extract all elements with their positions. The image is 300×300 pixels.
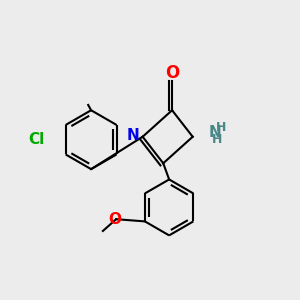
Text: N: N <box>127 128 140 143</box>
Text: O: O <box>108 212 121 227</box>
Text: O: O <box>165 64 179 82</box>
Text: H: H <box>212 133 222 146</box>
Text: N: N <box>208 125 221 140</box>
Text: Cl: Cl <box>28 132 45 147</box>
Text: H: H <box>215 121 226 134</box>
